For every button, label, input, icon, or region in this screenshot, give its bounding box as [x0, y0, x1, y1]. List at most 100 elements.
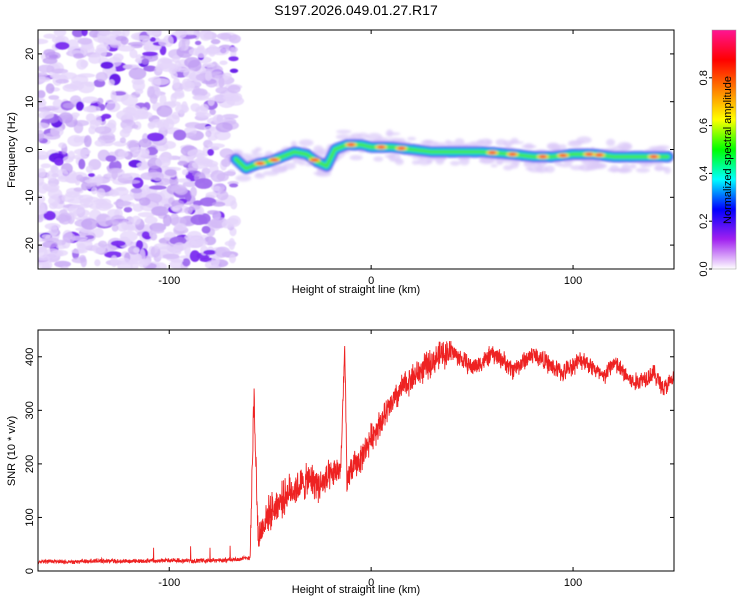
noise-blob — [177, 160, 189, 166]
noise-blob — [135, 35, 152, 41]
ridge-halo-blob — [568, 140, 585, 145]
noise-blob — [221, 114, 239, 119]
noise-blob — [172, 77, 180, 89]
noise-blob — [141, 38, 153, 46]
ridge-halo-blob — [476, 139, 485, 147]
noise-blob — [60, 266, 69, 269]
ridge-halo-blob — [653, 166, 669, 171]
ridge-halo-blob — [251, 149, 259, 154]
noise-blob — [120, 119, 136, 130]
colorbar-tick-label: 0.8 — [698, 70, 710, 85]
noise-blob — [85, 165, 94, 173]
noise-blob — [60, 72, 77, 80]
noise-blob — [173, 242, 186, 252]
noise-blob — [45, 83, 55, 94]
noise-blob — [95, 48, 107, 58]
ridge-halo-blob — [373, 156, 384, 162]
noise-blob — [228, 56, 239, 62]
noise-blob — [158, 38, 169, 47]
noise-blob — [162, 58, 172, 65]
noise-blob — [219, 186, 227, 194]
noise-blob — [116, 110, 133, 121]
noise-blob — [219, 148, 234, 159]
noise-blob — [212, 94, 231, 102]
noise-blob — [155, 157, 171, 168]
noise-blob — [95, 174, 103, 186]
noise-blob — [151, 206, 169, 216]
noise-blob — [81, 218, 98, 230]
noise-blob — [143, 44, 150, 51]
snr-plot-area — [38, 330, 674, 571]
noise-blob — [38, 64, 55, 73]
noise-blob — [82, 96, 99, 104]
noise-blob — [104, 251, 122, 258]
noise-blob — [75, 101, 84, 111]
noise-blob — [85, 113, 96, 122]
noise-blob — [199, 103, 209, 112]
noise-blob — [143, 235, 151, 240]
noise-blob — [54, 260, 71, 268]
snr-ytick-label: 400 — [24, 348, 36, 366]
ridge-halo-blob — [607, 168, 618, 172]
noise-blob — [139, 197, 151, 206]
colorbar-gradient — [712, 30, 736, 269]
noise-blob — [201, 167, 211, 175]
noise-blob — [218, 76, 225, 88]
noise-blob — [210, 38, 221, 45]
snr-xtick-label: 0 — [368, 577, 374, 589]
snr-series-group — [38, 340, 674, 565]
noise-blob — [142, 51, 158, 57]
noise-blob — [98, 30, 112, 36]
noise-blob — [110, 255, 118, 268]
noise-blob — [62, 156, 74, 163]
ridge-peak — [538, 155, 547, 159]
noise-blob — [138, 260, 149, 268]
noise-blob — [105, 101, 121, 112]
ridge-halo-blob — [510, 161, 519, 169]
noise-blob — [149, 93, 158, 104]
noise-blob — [199, 30, 213, 41]
noise-blob — [152, 171, 164, 182]
noise-blob — [51, 68, 69, 74]
noise-blob — [170, 63, 178, 74]
noise-blob — [164, 169, 177, 177]
ridge-halo-blob — [495, 157, 504, 166]
noise-blob — [120, 94, 138, 106]
noise-blob — [208, 264, 222, 269]
ridge-halo-blob — [271, 165, 287, 173]
noise-blob — [182, 181, 197, 188]
spectrogram-ytick-label: 20 — [24, 48, 36, 60]
noise-blob — [38, 246, 48, 259]
colorbar-ticks: 0.0 0.2 0.4 0.6 0.8 — [698, 70, 712, 277]
noise-blob — [88, 173, 95, 178]
noise-blob — [204, 70, 212, 82]
spectrogram-xtick-label: 0 — [368, 275, 374, 287]
noise-blob — [229, 46, 238, 53]
ridge-halo-blob — [635, 167, 651, 173]
noise-blob — [62, 83, 79, 92]
noise-blob — [110, 30, 122, 36]
ridge-halo-blob — [590, 162, 602, 167]
ridge-halo-blob — [495, 138, 507, 146]
noise-blob — [58, 142, 67, 149]
noise-blob — [119, 137, 126, 144]
noise-blob — [190, 103, 201, 112]
noise-blob — [112, 53, 124, 62]
noise-blob — [101, 113, 112, 119]
ridge-halo-blob — [336, 129, 352, 134]
noise-blob — [38, 97, 46, 102]
noise-blob — [194, 47, 208, 58]
spectrogram-xtick-label: 100 — [564, 275, 582, 287]
noise-blob — [44, 223, 61, 230]
noise-blob — [207, 210, 219, 215]
noise-blob — [113, 200, 132, 207]
noise-blob — [143, 65, 157, 72]
noise-blob — [110, 90, 117, 101]
snr-ytick-label: 0 — [24, 568, 36, 574]
noise-blob — [191, 88, 208, 97]
noise-blob — [155, 64, 165, 73]
noise-blob — [78, 158, 86, 170]
noise-blob — [173, 129, 187, 141]
noise-blob — [104, 39, 123, 45]
